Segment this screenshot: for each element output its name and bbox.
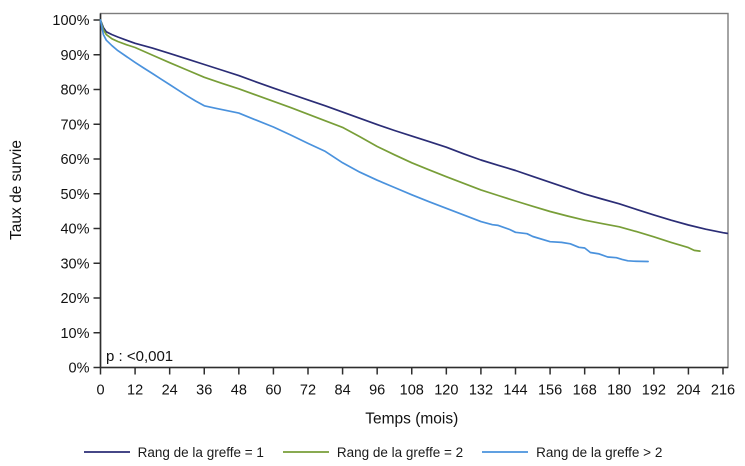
survival-curve-1 [99,19,729,235]
y-tick-label: 70% [60,117,89,133]
legend-line-swatch-rang-2 [282,451,329,453]
x-tick-label: 132 [469,383,493,399]
x-tick-label: 204 [676,383,700,399]
x-tick-label: 192 [642,383,666,399]
legend-label-rang-2: Rang de la greffe = 2 [336,444,464,460]
y-tick-label: 0% [69,361,90,377]
x-tick-label: 12 [127,383,143,399]
x-tick-label: 120 [434,383,458,399]
x-tick-label: 144 [503,383,527,399]
y-tick-label: 30% [60,256,89,272]
x-tick-label: 60 [265,383,281,399]
x-tick-label: 48 [231,383,247,399]
x-tick-label: 72 [300,383,316,399]
legend-item-rang-sup-2: Rang de la greffe > 2 [481,445,662,460]
y-tick-label: 100% [52,13,89,29]
y-tick-label: 20% [60,291,89,307]
x-tick-label: 24 [162,383,178,399]
x-tick-label: 84 [335,383,351,399]
y-tick-label: 10% [60,326,89,342]
legend-label-rang-sup-2: Rang de la greffe > 2 [536,444,663,460]
x-axis-title: Temps (mois) [365,411,458,428]
y-tick-label: 80% [60,83,89,99]
y-axis-title: Taux de survie [8,140,25,240]
plot-frame [99,12,729,369]
legend-line-swatch-rang-sup-2 [482,451,529,453]
legend-item-rang-1: Rang de la greffe = 1 [83,445,264,460]
legend-item-rang-2: Rang de la greffe = 2 [282,445,463,460]
x-tick-label: 168 [573,383,597,399]
legend: Rang de la greffe = 1 Rang de la greffe … [0,440,745,464]
x-tick-label: 108 [400,383,424,399]
p-value-annotation: p : <0,001 [106,348,173,365]
survival-curve-3 [99,19,649,263]
x-tick-label: 156 [538,383,562,399]
x-tick-label: 0 [96,383,104,399]
y-tick-label: 40% [60,222,89,238]
legend-line-swatch-rang-1 [83,451,130,453]
x-tick-label: 96 [369,383,385,399]
y-tick-label: 60% [60,152,89,168]
x-tick-label: 180 [607,383,631,399]
survival-curve-2 [99,19,701,252]
legend-label-rang-1: Rang de la greffe = 1 [137,444,264,460]
y-tick-label: 50% [60,187,89,203]
y-tick-label: 90% [60,48,89,64]
x-tick-label: 216 [711,383,735,399]
x-tick-label: 36 [196,383,212,399]
